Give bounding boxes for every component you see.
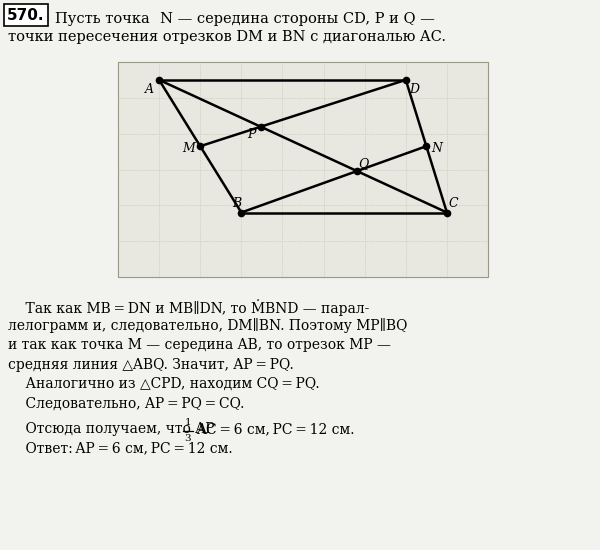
Text: AC = 6 см, PC = 12 см.: AC = 6 см, PC = 12 см. (196, 422, 355, 436)
Text: 1: 1 (185, 418, 191, 427)
Text: лелограмм и, следовательно, DM∥BN. Поэтому MP∥BQ: лелограмм и, следовательно, DM∥BN. Поэто… (8, 318, 407, 333)
Text: M: M (182, 142, 194, 155)
Text: D: D (409, 84, 419, 96)
Text: Q: Q (358, 157, 368, 170)
Text: C: C (448, 197, 458, 210)
Text: N: N (431, 142, 442, 155)
FancyBboxPatch shape (4, 4, 48, 26)
Text: P: P (247, 128, 256, 141)
Text: 570.: 570. (7, 8, 45, 23)
Text: A: A (145, 84, 154, 96)
Text: Следовательно, AP = PQ = CQ.: Следовательно, AP = PQ = CQ. (8, 397, 244, 410)
Text: Пусть точка   N — середина стороны CD, P и Q —: Пусть точка N — середина стороны CD, P и… (55, 12, 435, 26)
Bar (118, 62, 488, 277)
Bar (118, 62, 488, 277)
Text: B: B (232, 197, 241, 210)
Text: Так как MB = DN и MB∥DN, то ṀBND — парал-: Так как MB = DN и MB∥DN, то ṀBND — парал… (8, 299, 370, 316)
Text: Аналогично из △CPD, находим CQ = PQ.: Аналогично из △CPD, находим CQ = PQ. (8, 377, 320, 391)
Text: и так как точка M — середина AB, то отрезок MP —: и так как точка M — середина AB, то отре… (8, 338, 391, 352)
Text: 3: 3 (185, 434, 191, 443)
Text: Отсюда получаем, что AP: Отсюда получаем, что AP (8, 422, 215, 436)
Text: средняя линия △ABQ. Значит, AP = PQ.: средняя линия △ABQ. Значит, AP = PQ. (8, 358, 294, 371)
Text: точки пересечения отрезков DM и BN с диагональю AC.: точки пересечения отрезков DM и BN с диа… (8, 30, 446, 44)
Text: Ответ: AP = 6 см, PC = 12 см.: Ответ: AP = 6 см, PC = 12 см. (8, 442, 233, 455)
